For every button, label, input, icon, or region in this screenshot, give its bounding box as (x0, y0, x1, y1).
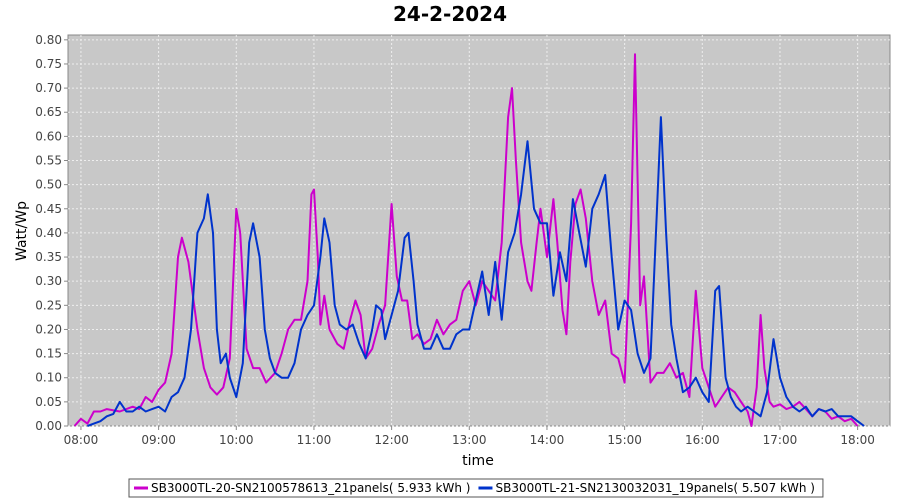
y-tick-label: 0.80 (35, 33, 62, 47)
y-tick-label: 0.65 (35, 105, 62, 119)
series-line-2 (87, 116, 865, 427)
x-tick-label: 16:00 (685, 433, 720, 447)
y-tick-label: 0.25 (35, 298, 62, 312)
x-tick-label: 10:00 (219, 433, 254, 447)
y-tick-label: 0.60 (35, 129, 62, 143)
y-tick-label: 0.00 (35, 419, 62, 433)
y-tick-label: 0.75 (35, 57, 62, 71)
legend: SB3000TL-20-SN2100578613_21panels( 5.933… (128, 478, 824, 498)
y-tick-label: 0.10 (35, 371, 62, 385)
x-tick-label: 09:00 (141, 433, 176, 447)
x-tick-label: 08:00 (64, 433, 99, 447)
y-axis: 0.00 0.05 0.10 0.15 0.20 0.25 0.30 0.35 0.40 0.45… (35, 33, 68, 433)
y-tick-label: 0.45 (35, 202, 62, 216)
chart-title: 24-2-2024 (393, 2, 507, 26)
x-tick-label: 15:00 (607, 433, 642, 447)
legend-item-1: SB3000TL-20-SN2100578613_21panels( 5.933… (151, 481, 470, 495)
x-tick-label: 11:00 (297, 433, 332, 447)
x-tick-label: 14:00 (530, 433, 565, 447)
plot-area (67, 34, 891, 427)
series-layer (73, 53, 865, 427)
legend-item-2: SB3000TL-21-SN2130032031_19panels( 5.507… (495, 481, 814, 495)
x-axis-label: time (462, 453, 494, 469)
x-tick-label: 13:00 (452, 433, 487, 447)
y-tick-label: 0.35 (35, 250, 62, 264)
y-tick-label: 0.40 (35, 226, 62, 240)
y-tick-label: 0.70 (35, 81, 62, 95)
y-tick-label: 0.30 (35, 274, 62, 288)
y-tick-label: 0.50 (35, 178, 62, 192)
x-tick-label: 18:00 (840, 433, 875, 447)
x-axis: 08:00 09:00 10:00 11:00 12:00 13:00 14:00 15:00… (64, 426, 875, 447)
y-axis-label: Watt/Wp (14, 201, 30, 261)
y-tick-label: 0.55 (35, 154, 62, 168)
y-tick-label: 0.15 (35, 347, 62, 361)
x-tick-label: 12:00 (374, 433, 409, 447)
x-tick-label: 17:00 (763, 433, 798, 447)
grid (68, 35, 890, 427)
legend-box (128, 478, 824, 498)
y-tick-label: 0.05 (35, 395, 62, 409)
y-tick-label: 0.20 (35, 322, 62, 336)
